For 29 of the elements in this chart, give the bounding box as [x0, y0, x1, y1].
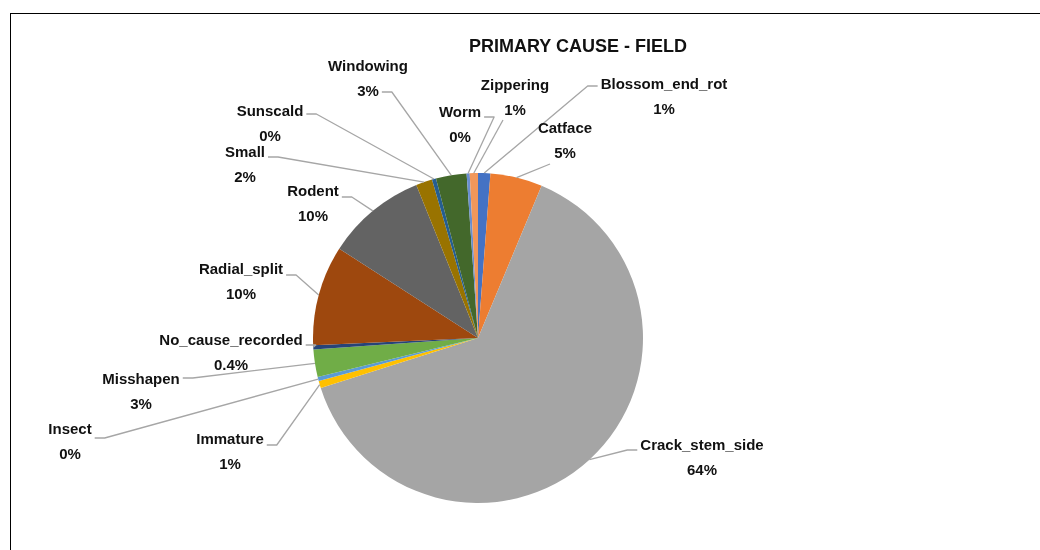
slice-label: Zippering — [480, 76, 550, 94]
slice-label: No_cause_recorded — [159, 331, 303, 349]
slice-label: Radial_split — [198, 260, 284, 278]
slice-label: Crack_stem_side — [640, 436, 764, 454]
data-label: 2% — [234, 168, 256, 186]
data-label: 0.4% — [213, 356, 249, 374]
slice-label: Rodent — [287, 182, 339, 200]
data-label: 10% — [225, 285, 257, 303]
slice-label: Catface — [537, 119, 593, 137]
data-label: 0% — [449, 128, 471, 146]
data-label: 3% — [130, 395, 152, 413]
slice-label: Worm — [438, 103, 482, 121]
slice-label: Small — [224, 143, 266, 161]
data-label: 1% — [653, 100, 675, 118]
data-label: 1% — [504, 101, 526, 119]
data-label: 1% — [219, 455, 241, 473]
slice-label: Misshapen — [102, 370, 180, 388]
data-label: 3% — [357, 82, 379, 100]
data-label: 5% — [554, 144, 576, 162]
data-label: 0% — [59, 445, 81, 463]
slice-label: Blossom_end_rot — [600, 75, 728, 93]
data-label: 0% — [259, 127, 281, 145]
slice-label: Sunscald — [236, 102, 304, 120]
slice-label: Immature — [196, 430, 264, 448]
data-label: 10% — [297, 207, 329, 225]
slice-label: Insect — [48, 420, 92, 438]
chart-title: PRIMARY CAUSE - FIELD — [468, 35, 688, 56]
slice-label: Windowing — [328, 57, 408, 75]
data-label: 64% — [686, 461, 718, 479]
